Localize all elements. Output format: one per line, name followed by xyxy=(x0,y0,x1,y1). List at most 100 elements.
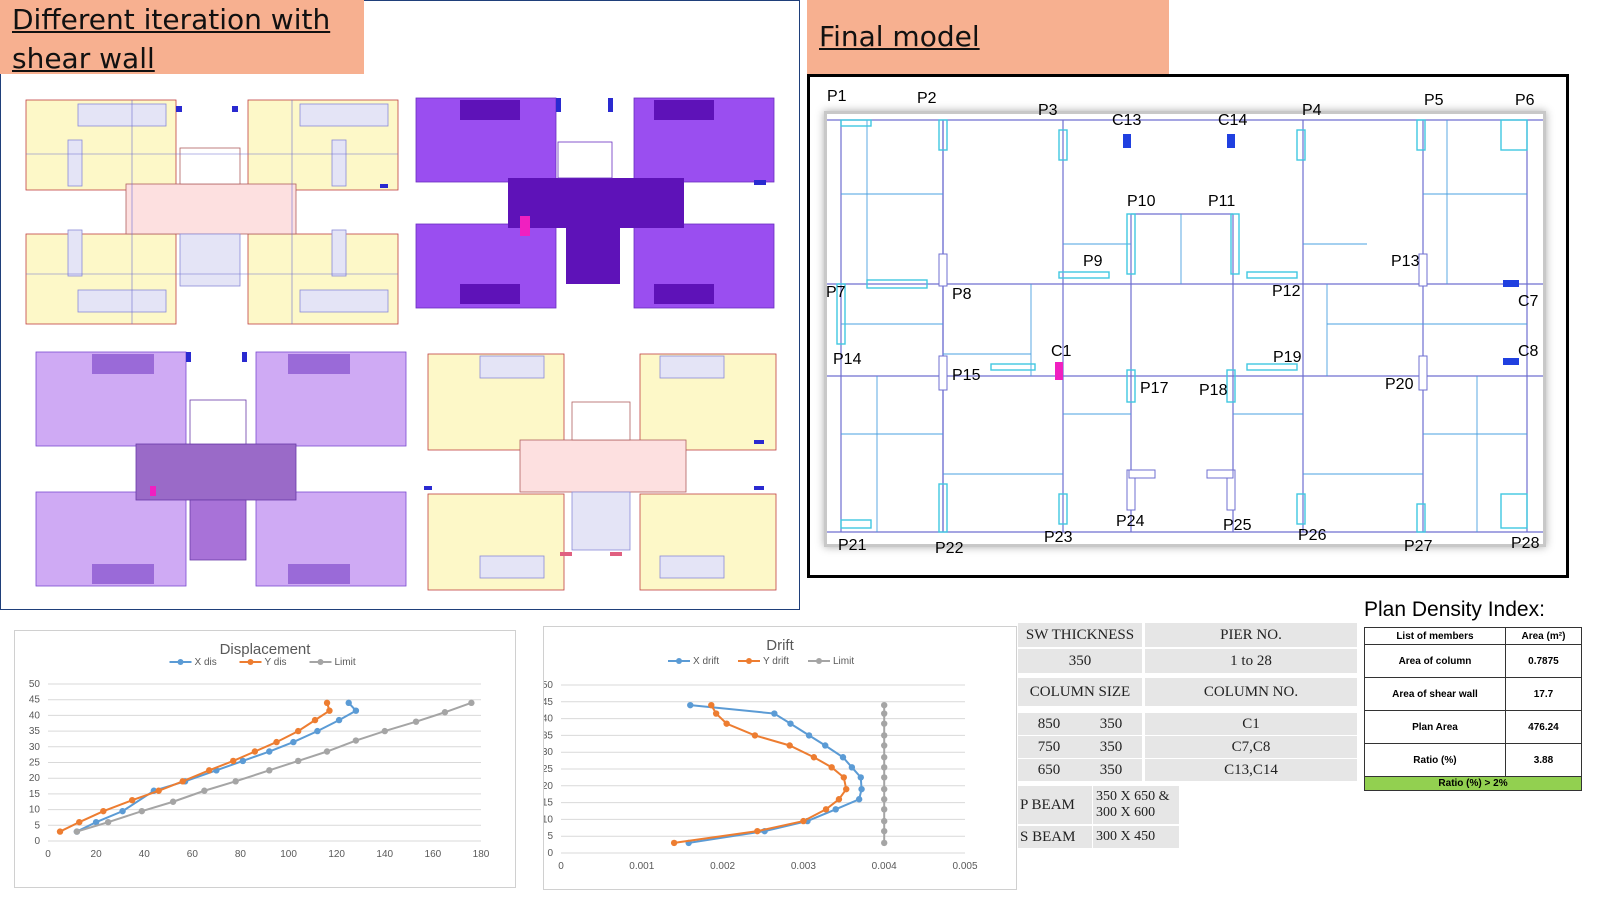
label-p6: P6 xyxy=(1515,92,1535,109)
y-tick-label: 5 xyxy=(34,820,40,831)
table-row: Ratio (%) > 2% xyxy=(1364,776,1582,791)
column-c7 xyxy=(1503,280,1519,287)
final-model-title: Final model xyxy=(807,0,1169,74)
legend-label: Y dis xyxy=(265,657,287,668)
data-point xyxy=(128,796,136,804)
x-tick-label: 0 xyxy=(558,861,564,872)
data-point xyxy=(687,701,694,709)
table-row: Area of shear wall 17.7 xyxy=(1364,677,1583,711)
label-p9: P9 xyxy=(1083,253,1103,270)
row-value: 17.7 xyxy=(1504,677,1583,711)
data-point xyxy=(754,827,761,835)
series-line xyxy=(59,702,331,833)
data-point xyxy=(73,828,81,835)
label-p3: P3 xyxy=(1038,102,1058,119)
data-point xyxy=(708,701,715,709)
y-tick-label: 35 xyxy=(29,726,41,737)
x-tick-label: 0.001 xyxy=(629,861,654,872)
label-p27: P27 xyxy=(1404,538,1433,555)
data-point xyxy=(179,778,186,785)
y-tick-label: 40 xyxy=(544,714,553,725)
data-point xyxy=(345,699,352,707)
data-point xyxy=(326,707,333,714)
column-size-a: 750 xyxy=(1037,738,1061,755)
label-p11: P11 xyxy=(1208,193,1236,210)
data-point xyxy=(232,778,239,785)
label-p18: P18 xyxy=(1199,382,1228,399)
header-area: Area (m²) xyxy=(1504,627,1583,645)
legend-marker xyxy=(746,658,752,664)
column-no-3: C13,C14 xyxy=(1145,759,1357,781)
row-value: 0.7875 xyxy=(1504,644,1583,678)
p-beam-label: P BEAM xyxy=(1018,786,1092,824)
p-beam-value-2: 300 X 600 xyxy=(1096,805,1156,820)
drift-chart-title: Drift xyxy=(766,637,794,654)
label-p2: P2 xyxy=(917,90,937,107)
column-c13 xyxy=(1123,134,1131,148)
data-point xyxy=(335,716,343,724)
iteration-plan-4 xyxy=(424,350,780,596)
ratio-criterion: Ratio (%) > 2% xyxy=(1364,776,1582,791)
y-tick-label: 15 xyxy=(29,789,41,800)
data-point xyxy=(822,806,830,813)
pier-no-value: 1 to 28 xyxy=(1145,649,1357,673)
data-point xyxy=(201,787,208,794)
x-tick-label: 120 xyxy=(328,849,345,860)
s-beam-value: 300 X 450 xyxy=(1093,826,1179,848)
data-point xyxy=(832,806,839,813)
label-p26: P26 xyxy=(1298,527,1327,544)
label-p22: P22 xyxy=(935,540,964,557)
label-p12: P12 xyxy=(1272,283,1301,300)
label-p1: P1 xyxy=(827,88,847,105)
column-size-a: 850 xyxy=(1037,715,1061,732)
data-point xyxy=(881,796,888,803)
data-point xyxy=(251,748,259,755)
data-point xyxy=(239,757,247,765)
data-point xyxy=(881,774,888,781)
column-row-2: 750 350 xyxy=(1018,736,1142,758)
data-point xyxy=(314,727,321,735)
data-point xyxy=(723,720,730,727)
legend-label: X dis xyxy=(195,657,217,668)
label-p4: P4 xyxy=(1302,102,1322,119)
data-point xyxy=(441,709,449,716)
label-p23: P23 xyxy=(1044,529,1073,546)
data-point xyxy=(858,785,865,793)
y-tick-label: 45 xyxy=(29,695,41,706)
y-tick-label: 10 xyxy=(544,814,553,825)
y-tick-label: 0 xyxy=(34,836,40,847)
data-point xyxy=(881,839,888,847)
s-beam-label: S BEAM xyxy=(1018,826,1092,848)
legend-marker xyxy=(247,659,254,665)
label-c1: C1 xyxy=(1051,343,1072,360)
row-value: 3.88 xyxy=(1504,743,1583,777)
data-point xyxy=(822,742,829,749)
y-tick-label: 20 xyxy=(544,781,553,792)
row-value: 476.24 xyxy=(1504,710,1583,744)
y-tick-label: 10 xyxy=(29,805,41,816)
data-point xyxy=(881,732,888,739)
label-p19: P19 xyxy=(1273,349,1302,366)
x-tick-label: 100 xyxy=(280,849,297,860)
data-point xyxy=(290,738,297,746)
y-tick-label: 5 xyxy=(547,831,553,842)
data-point xyxy=(311,716,319,724)
data-point xyxy=(771,710,778,717)
data-point xyxy=(839,754,847,761)
data-point xyxy=(881,806,888,813)
data-point xyxy=(230,757,237,765)
y-tick-label: 30 xyxy=(544,747,553,758)
column-size-b: 350 xyxy=(1099,761,1123,778)
table-row: Area of column 0.7875 xyxy=(1364,644,1583,678)
data-point xyxy=(881,710,888,717)
data-point xyxy=(100,807,107,815)
label-p20: P20 xyxy=(1385,376,1414,393)
legend-marker xyxy=(177,659,184,665)
data-point xyxy=(881,764,888,771)
x-tick-label: 60 xyxy=(187,849,199,860)
data-point xyxy=(104,818,112,826)
label-p28: P28 xyxy=(1511,535,1540,552)
data-point xyxy=(787,720,794,727)
label-c7: C7 xyxy=(1518,293,1539,310)
row-label: Ratio (%) xyxy=(1364,743,1506,777)
